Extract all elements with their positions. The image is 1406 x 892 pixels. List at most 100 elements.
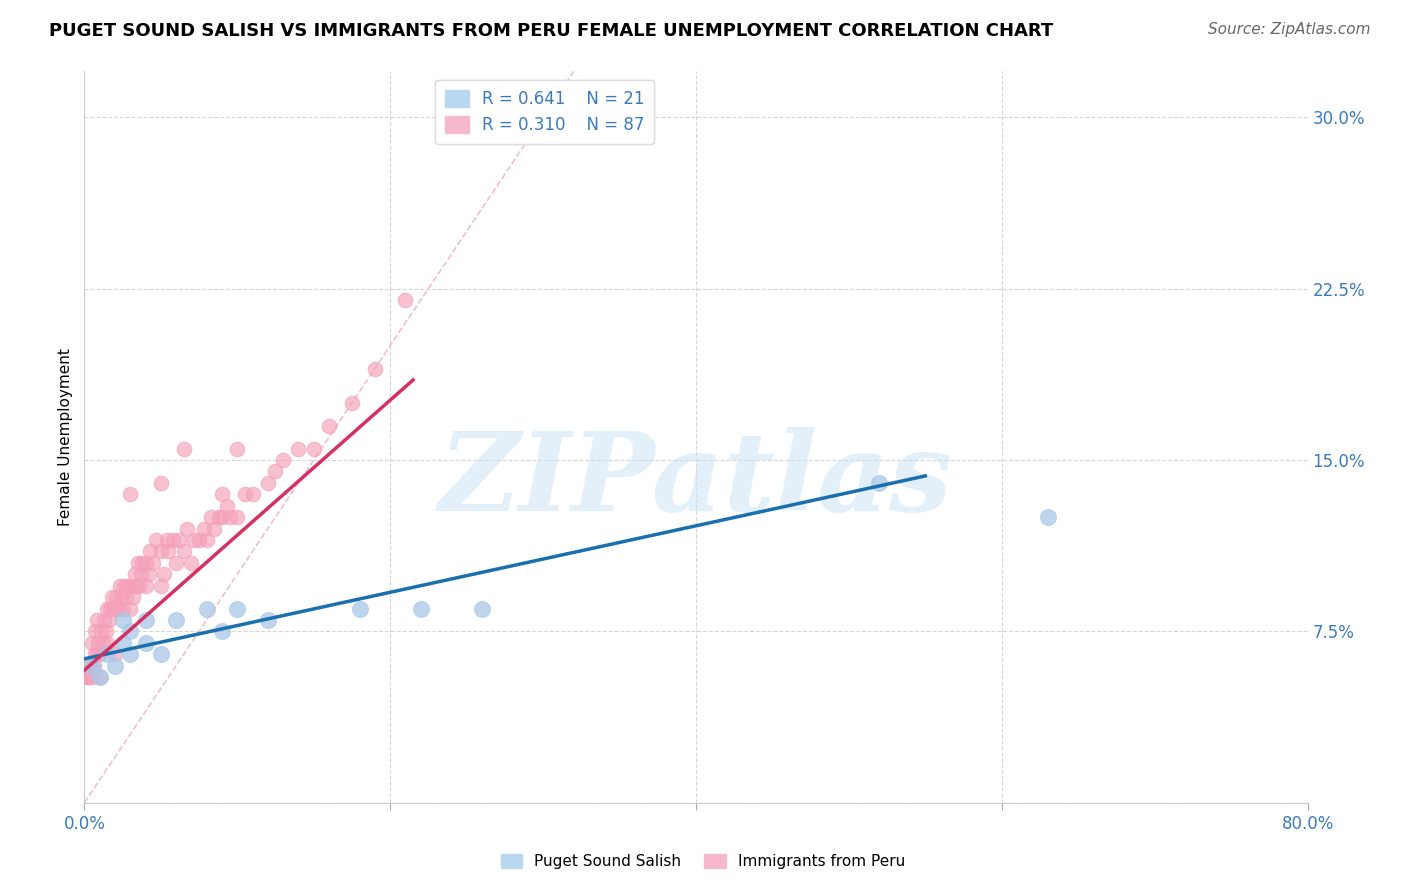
Point bbox=[96, 647, 118, 661]
Point bbox=[111, 636, 134, 650]
Point bbox=[89, 670, 111, 684]
Point bbox=[125, 579, 148, 593]
Point bbox=[302, 442, 325, 456]
Point bbox=[80, 636, 103, 650]
Point bbox=[211, 510, 233, 524]
Point bbox=[173, 442, 195, 456]
Point bbox=[149, 579, 172, 593]
Point bbox=[120, 647, 142, 661]
Point bbox=[869, 475, 891, 490]
Point bbox=[115, 579, 138, 593]
Point bbox=[142, 556, 165, 570]
Point bbox=[108, 579, 131, 593]
Point bbox=[120, 624, 142, 639]
Point bbox=[215, 499, 238, 513]
Point bbox=[173, 544, 195, 558]
Point bbox=[211, 487, 233, 501]
Point bbox=[122, 590, 145, 604]
Point bbox=[202, 521, 225, 535]
Point bbox=[233, 487, 256, 501]
Y-axis label: Female Unemployment: Female Unemployment bbox=[58, 348, 73, 526]
Point bbox=[89, 670, 111, 684]
Point bbox=[77, 670, 100, 684]
Text: PUGET SOUND SALISH VS IMMIGRANTS FROM PERU FEMALE UNEMPLOYMENT CORRELATION CHART: PUGET SOUND SALISH VS IMMIGRANTS FROM PE… bbox=[49, 22, 1053, 40]
Point bbox=[73, 670, 96, 684]
Point bbox=[104, 601, 127, 615]
Point bbox=[131, 556, 153, 570]
Point bbox=[84, 624, 107, 639]
Point bbox=[84, 647, 107, 661]
Point bbox=[139, 544, 162, 558]
Point bbox=[218, 510, 240, 524]
Point bbox=[80, 670, 103, 684]
Point bbox=[271, 453, 294, 467]
Text: ZIPatlas: ZIPatlas bbox=[439, 427, 953, 534]
Point bbox=[394, 293, 416, 307]
Point bbox=[87, 636, 110, 650]
Point bbox=[157, 544, 180, 558]
Point bbox=[86, 613, 108, 627]
Point bbox=[226, 510, 249, 524]
Point bbox=[242, 487, 264, 501]
Point bbox=[287, 442, 309, 456]
Point bbox=[471, 601, 494, 615]
Point bbox=[127, 556, 149, 570]
Point bbox=[257, 613, 280, 627]
Point bbox=[111, 613, 134, 627]
Point bbox=[188, 533, 211, 547]
Point bbox=[176, 521, 198, 535]
Point bbox=[105, 590, 128, 604]
Point bbox=[107, 601, 129, 615]
Point bbox=[409, 601, 432, 615]
Point bbox=[149, 647, 172, 661]
Point bbox=[79, 658, 101, 673]
Point bbox=[120, 601, 142, 615]
Point bbox=[257, 475, 280, 490]
Point bbox=[193, 521, 215, 535]
Point bbox=[111, 601, 134, 615]
Point bbox=[103, 601, 125, 615]
Point bbox=[135, 636, 157, 650]
Point bbox=[180, 556, 202, 570]
Point bbox=[128, 579, 150, 593]
Point bbox=[104, 658, 127, 673]
Point bbox=[165, 613, 187, 627]
Point bbox=[149, 544, 172, 558]
Point bbox=[226, 601, 249, 615]
Point bbox=[98, 601, 121, 615]
Point bbox=[153, 567, 176, 582]
Point bbox=[364, 361, 387, 376]
Point bbox=[120, 579, 142, 593]
Point bbox=[135, 613, 157, 627]
Point bbox=[200, 510, 222, 524]
Point bbox=[110, 590, 132, 604]
Point bbox=[156, 533, 179, 547]
Point bbox=[195, 533, 218, 547]
Point bbox=[94, 624, 117, 639]
Point bbox=[76, 670, 98, 684]
Point bbox=[162, 533, 184, 547]
Point bbox=[101, 590, 124, 604]
Point bbox=[89, 647, 111, 661]
Text: Source: ZipAtlas.com: Source: ZipAtlas.com bbox=[1208, 22, 1371, 37]
Point bbox=[129, 567, 152, 582]
Point bbox=[340, 396, 363, 410]
Point bbox=[91, 636, 114, 650]
Point bbox=[104, 647, 127, 661]
Point bbox=[83, 658, 105, 673]
Point bbox=[114, 590, 136, 604]
Point bbox=[90, 624, 112, 639]
Point bbox=[124, 567, 146, 582]
Legend: R = 0.641    N = 21, R = 0.310    N = 87: R = 0.641 N = 21, R = 0.310 N = 87 bbox=[436, 79, 654, 145]
Legend: Puget Sound Salish, Immigrants from Peru: Puget Sound Salish, Immigrants from Peru bbox=[495, 848, 911, 875]
Point bbox=[226, 442, 249, 456]
Point bbox=[120, 487, 142, 501]
Point bbox=[165, 556, 187, 570]
Point bbox=[208, 510, 231, 524]
Point bbox=[145, 533, 167, 547]
Point bbox=[96, 636, 118, 650]
Point bbox=[93, 613, 115, 627]
Point bbox=[195, 601, 218, 615]
Point bbox=[211, 624, 233, 639]
Point bbox=[183, 533, 205, 547]
